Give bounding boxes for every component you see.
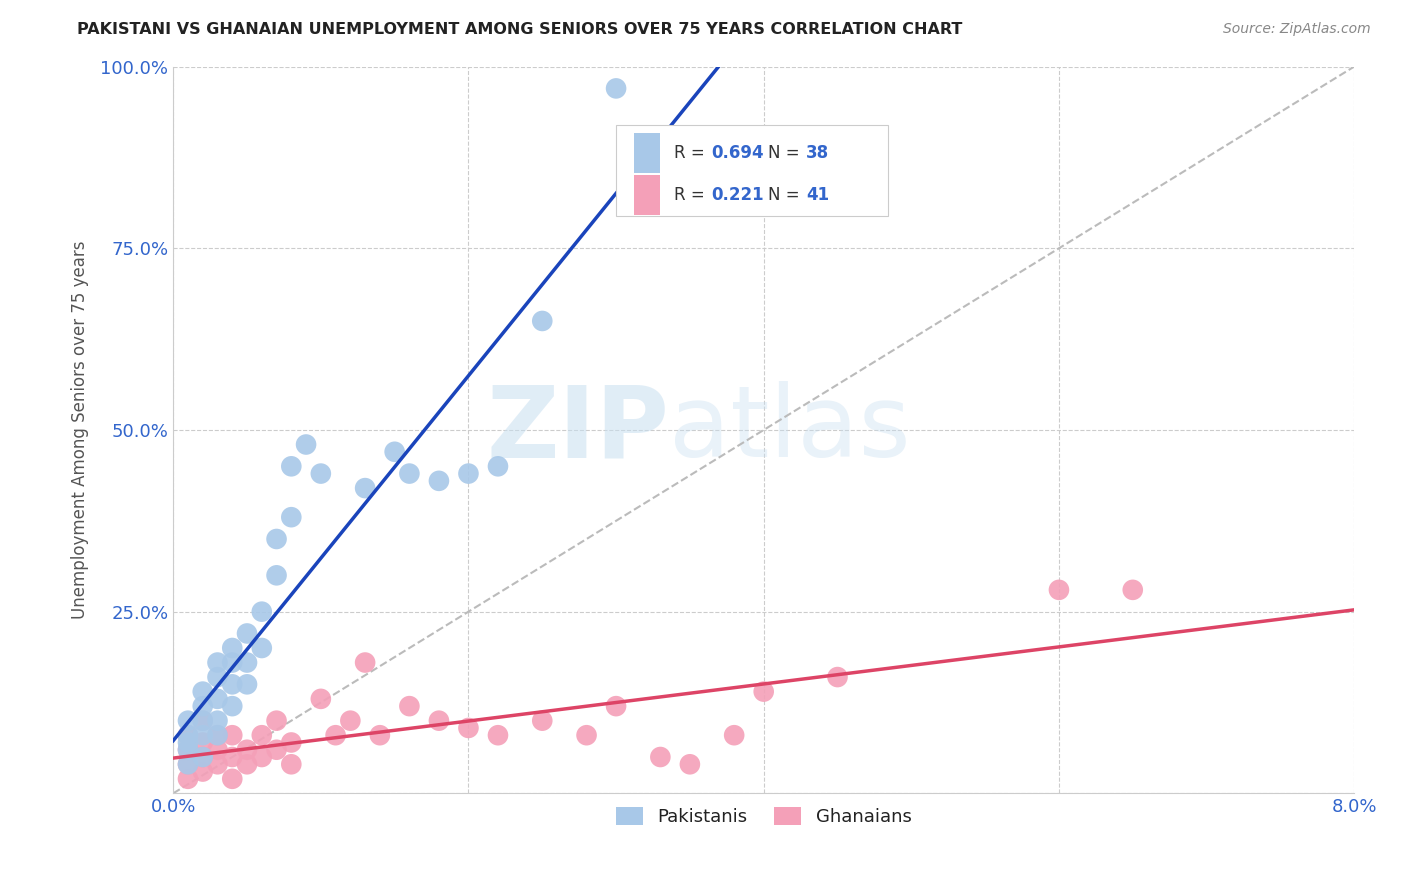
Point: [207, 656, 229, 670]
Point: [221, 656, 243, 670]
Point: [531, 714, 554, 728]
Point: [354, 656, 377, 670]
Point: [250, 640, 273, 655]
Point: [177, 743, 200, 757]
Point: [177, 772, 200, 786]
Text: PAKISTANI VS GHANAIAN UNEMPLOYMENT AMONG SENIORS OVER 75 YEARS CORRELATION CHART: PAKISTANI VS GHANAIAN UNEMPLOYMENT AMONG…: [77, 22, 963, 37]
Point: [486, 728, 509, 742]
Point: [280, 757, 302, 772]
Point: [427, 474, 450, 488]
Point: [250, 605, 273, 619]
Point: [531, 314, 554, 328]
Point: [368, 728, 391, 742]
Point: [398, 699, 420, 714]
Point: [266, 743, 288, 757]
Point: [177, 728, 200, 742]
Text: ZIP: ZIP: [486, 382, 669, 478]
Text: 0.221: 0.221: [711, 186, 765, 204]
Point: [191, 699, 214, 714]
Y-axis label: Unemployment Among Seniors over 75 years: Unemployment Among Seniors over 75 years: [72, 241, 89, 619]
Point: [191, 750, 214, 764]
Text: N =: N =: [769, 186, 806, 204]
Point: [221, 750, 243, 764]
Point: [191, 735, 214, 749]
Point: [236, 743, 259, 757]
Point: [207, 714, 229, 728]
Point: [191, 764, 214, 779]
Point: [221, 772, 243, 786]
Point: [605, 81, 627, 95]
Point: [398, 467, 420, 481]
Point: [221, 699, 243, 714]
Point: [177, 757, 200, 772]
Point: [191, 714, 214, 728]
Point: [339, 714, 361, 728]
Point: [250, 728, 273, 742]
Point: [679, 757, 702, 772]
Text: R =: R =: [673, 145, 710, 162]
Legend: Pakistanis, Ghanaians: Pakistanis, Ghanaians: [606, 797, 921, 835]
Text: atlas: atlas: [669, 382, 911, 478]
FancyBboxPatch shape: [634, 175, 659, 215]
Point: [207, 670, 229, 684]
Point: [827, 670, 849, 684]
Point: [266, 714, 288, 728]
Point: [236, 677, 259, 691]
Point: [177, 714, 200, 728]
Point: [752, 684, 775, 698]
Point: [236, 626, 259, 640]
Text: 38: 38: [806, 145, 830, 162]
Point: [207, 728, 229, 742]
Point: [191, 684, 214, 698]
Point: [309, 467, 332, 481]
Point: [236, 757, 259, 772]
Point: [280, 459, 302, 474]
Point: [191, 714, 214, 728]
Point: [280, 510, 302, 524]
Point: [221, 728, 243, 742]
Text: Source: ZipAtlas.com: Source: ZipAtlas.com: [1223, 22, 1371, 37]
Text: 41: 41: [806, 186, 830, 204]
Point: [250, 750, 273, 764]
Point: [191, 750, 214, 764]
Text: R =: R =: [673, 186, 710, 204]
Point: [266, 568, 288, 582]
Point: [191, 728, 214, 742]
Point: [177, 743, 200, 757]
Text: N =: N =: [769, 145, 806, 162]
Point: [575, 728, 598, 742]
Text: 0.694: 0.694: [711, 145, 765, 162]
Point: [325, 728, 347, 742]
Point: [207, 743, 229, 757]
Point: [1122, 582, 1144, 597]
FancyBboxPatch shape: [634, 134, 659, 173]
Point: [486, 459, 509, 474]
Point: [723, 728, 745, 742]
Point: [221, 640, 243, 655]
Point: [207, 757, 229, 772]
Point: [177, 728, 200, 742]
Point: [266, 532, 288, 546]
Point: [177, 757, 200, 772]
FancyBboxPatch shape: [616, 125, 887, 216]
Point: [207, 691, 229, 706]
Point: [280, 735, 302, 749]
Point: [457, 721, 479, 735]
Point: [457, 467, 479, 481]
Point: [354, 481, 377, 495]
Point: [1047, 582, 1070, 597]
Point: [605, 699, 627, 714]
Point: [207, 728, 229, 742]
Point: [221, 677, 243, 691]
Point: [427, 714, 450, 728]
Point: [236, 656, 259, 670]
Point: [650, 750, 672, 764]
Point: [295, 437, 318, 451]
Point: [177, 735, 200, 749]
Point: [309, 691, 332, 706]
Point: [384, 444, 406, 458]
